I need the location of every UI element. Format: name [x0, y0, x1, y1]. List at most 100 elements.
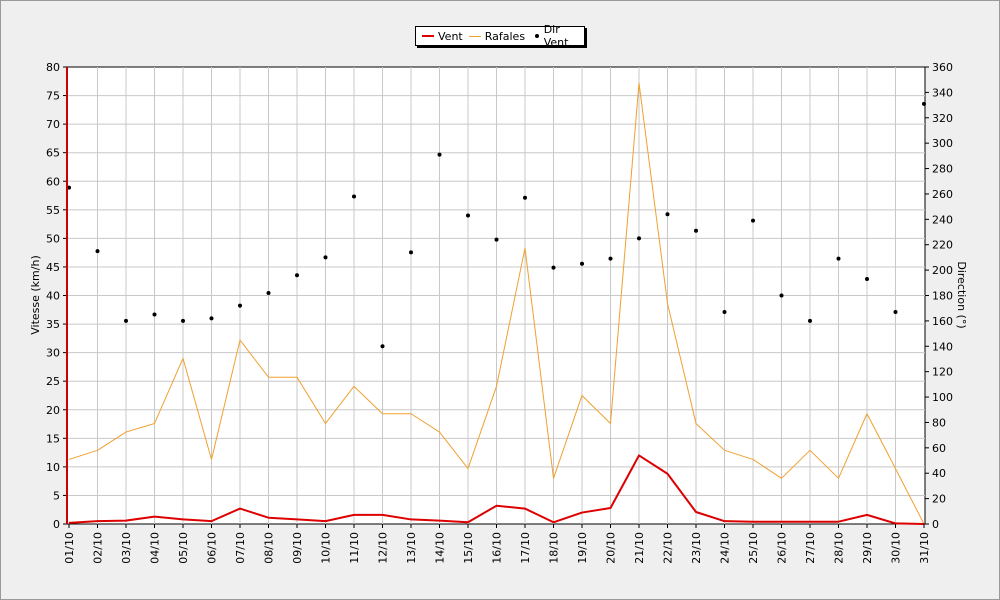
legend-swatch-vent	[422, 35, 434, 37]
dir-vent-point	[808, 318, 812, 323]
x-tick-label: 07/10	[234, 532, 247, 564]
dir-vent-point	[779, 293, 784, 298]
y-tick-label: 15	[46, 432, 60, 445]
y-tick-label: 65	[46, 147, 60, 160]
dir-vent-point	[409, 250, 413, 255]
dir-vent-point	[580, 261, 584, 266]
y2-tick-label: 20	[932, 493, 946, 506]
series-line-vent	[68, 454, 925, 525]
y-tick-label: 0	[53, 518, 60, 531]
y2-tick-label: 0	[932, 518, 939, 531]
x-tick-label: 31/10	[918, 532, 931, 564]
grid	[67, 67, 925, 524]
y-tick-label: 10	[46, 461, 60, 474]
dir-vent-point	[124, 318, 128, 323]
x-tick-label: 06/10	[206, 532, 219, 564]
legend-label-vent: Vent	[438, 29, 463, 43]
x-tick-label: 19/10	[576, 532, 589, 564]
dir-vent-point	[152, 312, 157, 317]
dir-vent-point	[209, 316, 214, 321]
x-tick-label: 14/10	[434, 532, 447, 564]
y2-tick-label: 300	[932, 137, 953, 150]
dir-vent-point	[523, 195, 527, 200]
y-tick-label: 35	[46, 318, 60, 331]
y-tick-label: 80	[46, 61, 60, 74]
y-tick-label: 5	[53, 489, 60, 502]
dir-vent-point	[466, 213, 470, 218]
dir-vent-point	[266, 290, 271, 295]
x-tick-label: 30/10	[890, 532, 903, 564]
legend-item-vent: Vent	[422, 30, 463, 43]
y-tick-label: 75	[46, 90, 60, 103]
dir-vent-point	[352, 194, 356, 199]
y2-tick-label: 220	[932, 239, 953, 252]
x-tick-label: 21/10	[633, 532, 646, 564]
dir-vent-point	[494, 237, 499, 242]
x-tick-label: 11/10	[348, 532, 361, 564]
x-tick-label: 09/10	[291, 532, 304, 564]
x-tick-label: 04/10	[149, 532, 162, 564]
y-tick-label: 45	[46, 261, 60, 274]
y-tick-label: 60	[46, 175, 60, 188]
x-tick-label: 02/10	[92, 532, 105, 564]
x-tick-label: 13/10	[405, 532, 418, 564]
x-tick-label: 24/10	[719, 532, 732, 564]
y2-axis-label: Direction (°)	[955, 261, 968, 328]
y-axis-label: Vitesse (km/h)	[29, 255, 42, 335]
dir-vent-point	[865, 276, 869, 281]
x-tick-label: 20/10	[605, 532, 618, 564]
dir-vent-point	[893, 310, 898, 315]
x-tick-label: 23/10	[690, 532, 703, 564]
x-tick-label: 10/10	[320, 532, 333, 564]
y2-tick-label: 100	[932, 391, 953, 404]
axes-layer: 0 5 10 15 20 25 30 35 40 45 50 55 60 65 70 75 80 0 20 40 60 8…	[46, 61, 953, 564]
legend-item-dir-vent: Dir Vent	[531, 23, 584, 49]
y2-tick-label: 140	[932, 340, 953, 353]
x-tick-label: 03/10	[120, 532, 133, 564]
dir-vent-point	[181, 318, 185, 323]
series-line-rafales	[68, 82, 925, 525]
x-tick-label: 15/10	[462, 532, 475, 564]
x-tick-label: 22/10	[662, 532, 675, 564]
x-tick-label: 17/10	[519, 532, 532, 564]
dir-vent-point	[637, 236, 641, 241]
y-tick-label: 40	[46, 290, 60, 303]
y2-tick-label: 280	[932, 163, 953, 176]
legend-label-rafales: Rafales	[484, 29, 526, 43]
y2-tick-label: 80	[932, 416, 946, 429]
y2-tick-label: 260	[932, 188, 953, 201]
x-tick-label: 05/10	[177, 532, 190, 564]
dir-vent-point	[608, 256, 613, 261]
y2-tick-label: 320	[932, 112, 953, 125]
dir-vent-point	[295, 273, 299, 278]
dir-vent-point	[836, 256, 841, 261]
dir-vent-point	[694, 228, 698, 233]
y2-tick-label: 40	[932, 467, 946, 480]
series-layer	[67, 82, 926, 525]
legend-item-rafales: Rafales	[468, 29, 526, 43]
dir-vent-point	[380, 344, 385, 349]
dir-vent-point	[665, 212, 670, 217]
dir-vent-point	[922, 101, 926, 106]
x-tick-label: 28/10	[833, 532, 846, 564]
y2-tick-label: 340	[932, 86, 953, 99]
y-tick-label: 20	[46, 404, 60, 417]
x-tick-label: 12/10	[377, 532, 390, 564]
x-tick-label: 29/10	[861, 532, 874, 564]
x-tick-label: 25/10	[747, 532, 760, 564]
legend-label-dir-vent: Dir Vent	[543, 23, 569, 49]
x-tick-label: 01/10	[63, 532, 76, 564]
x-tick-label: 27/10	[804, 532, 817, 564]
dir-vent-point	[437, 152, 442, 157]
y2-tick-label: 240	[932, 213, 953, 226]
x-tick-label: 18/10	[548, 532, 561, 564]
dir-vent-point	[751, 218, 755, 223]
legend-swatch-rafales	[468, 35, 481, 37]
dir-vent-point	[95, 249, 100, 254]
y2-tick-label: 180	[932, 290, 953, 303]
dir-vent-point	[323, 255, 328, 260]
legend: Vent Rafales Dir Vent	[415, 23, 585, 49]
dir-vent-point	[722, 310, 727, 315]
legend-swatch-dir-vent	[535, 34, 539, 38]
